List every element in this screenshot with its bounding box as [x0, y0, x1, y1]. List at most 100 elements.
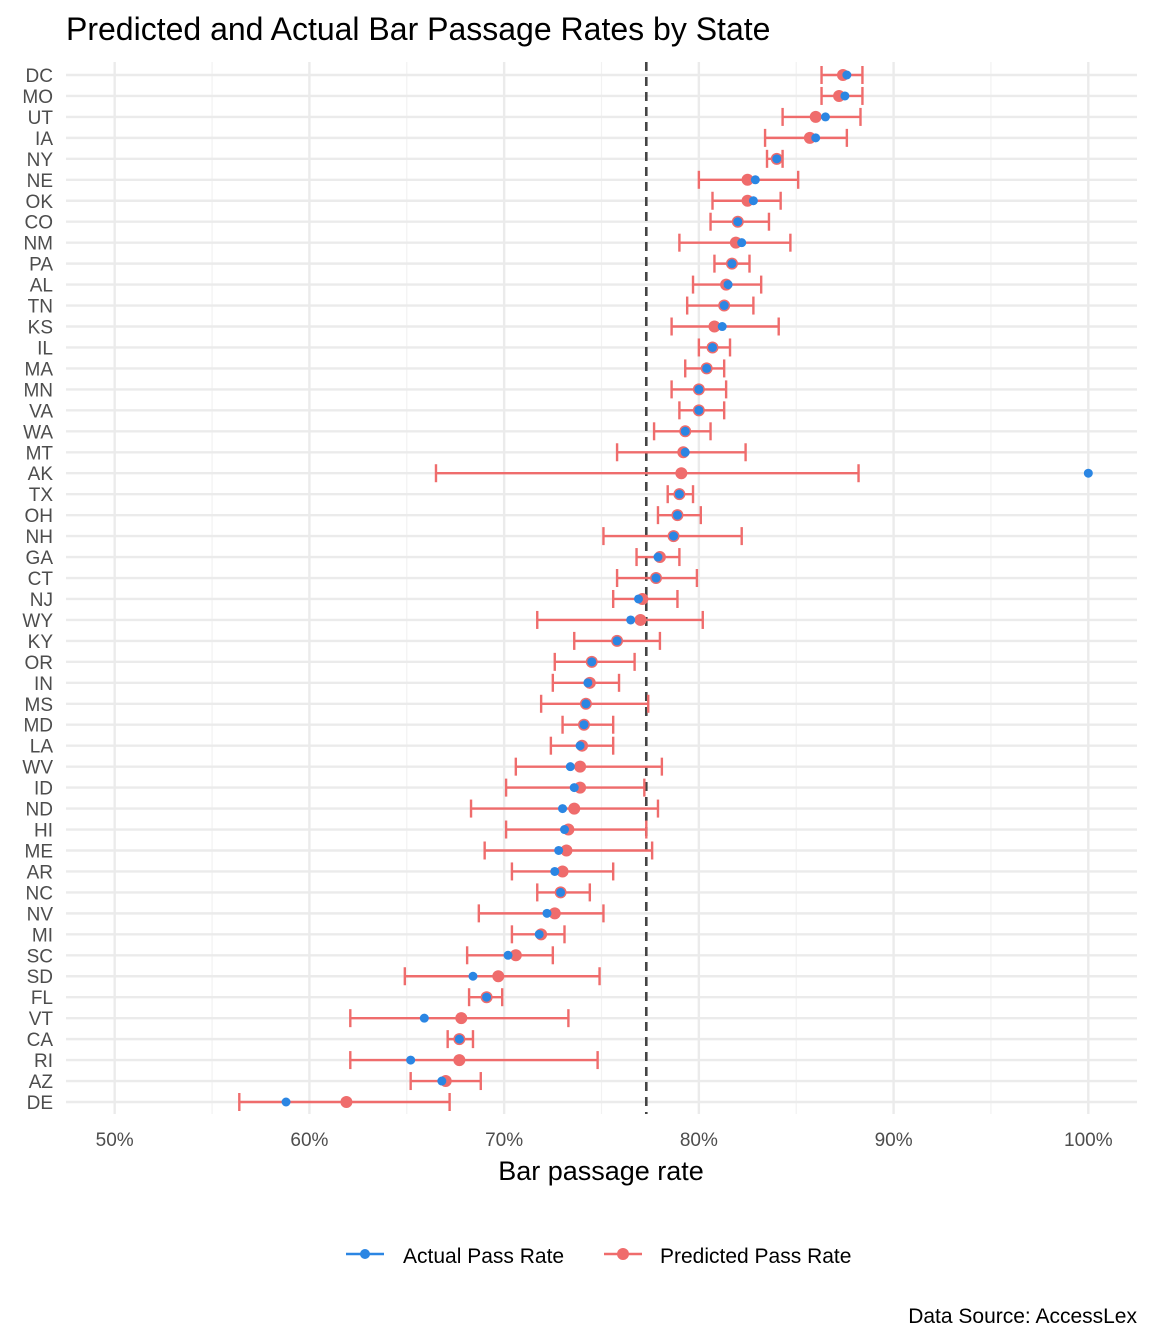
x-tick-label: 90%	[875, 1130, 913, 1151]
predicted-point	[560, 844, 573, 857]
state-label: AK	[28, 464, 54, 485]
state-label: RI	[34, 1051, 53, 1072]
state-label: NH	[26, 527, 53, 548]
predicted-point	[809, 110, 822, 123]
predicted-point	[568, 802, 581, 815]
state-label: UT	[28, 108, 54, 129]
actual-point	[503, 950, 513, 960]
predicted-point	[455, 1012, 468, 1025]
actual-point	[750, 175, 760, 185]
major-gridlines	[113, 62, 1090, 1114]
actual-point	[550, 866, 560, 876]
predicted-points	[340, 69, 849, 1108]
state-label: GA	[26, 548, 54, 569]
state-label: WV	[22, 758, 53, 779]
actual-point	[811, 133, 821, 143]
predicted-point	[453, 1054, 466, 1067]
x-tick-label: 60%	[290, 1130, 328, 1151]
actual-point	[482, 992, 492, 1002]
predicted-point	[509, 949, 522, 962]
state-label: MN	[23, 380, 53, 401]
state-label: NC	[26, 883, 53, 904]
actual-point	[680, 426, 690, 436]
actual-point	[1083, 468, 1093, 478]
state-label: AZ	[29, 1072, 54, 1093]
actual-point	[560, 825, 570, 835]
state-label: OH	[25, 506, 54, 527]
state-label: CA	[27, 1030, 54, 1051]
actual-point	[542, 908, 552, 918]
actual-point	[842, 70, 852, 80]
legend-predicted-label: Predicted Pass Rate	[660, 1245, 851, 1268]
actual-point	[669, 531, 679, 541]
x-axis-label: Bar passage rate	[498, 1156, 704, 1186]
state-label: DE	[27, 1093, 53, 1114]
actual-point	[556, 887, 566, 897]
actual-point	[612, 636, 622, 646]
actual-point	[694, 405, 704, 415]
state-label: OK	[26, 192, 54, 213]
actual-point	[723, 280, 733, 290]
actual-point	[737, 238, 747, 248]
actual-point	[626, 615, 636, 625]
state-label: NY	[27, 150, 54, 171]
state-label: TN	[28, 297, 53, 318]
actual-point	[840, 91, 850, 101]
state-label: ID	[34, 779, 53, 800]
chart-title: Predicted and Actual Bar Passage Rates b…	[66, 11, 770, 47]
actual-point	[702, 363, 712, 373]
actual-point	[672, 510, 682, 520]
actual-point	[406, 1055, 416, 1065]
actual-point	[719, 301, 729, 311]
state-label: LA	[30, 737, 54, 758]
legend-actual-dot	[360, 1249, 370, 1259]
actual-point	[820, 112, 830, 122]
actual-point	[680, 447, 690, 457]
actual-point	[558, 804, 568, 814]
predicted-point	[634, 613, 647, 626]
actual-point	[454, 1034, 464, 1044]
predicted-point	[708, 320, 721, 333]
state-label: TX	[29, 485, 54, 506]
state-label: MT	[26, 443, 54, 464]
state-label: VA	[29, 401, 53, 422]
actual-point	[575, 741, 585, 751]
actual-point	[281, 1097, 291, 1107]
actual-point	[694, 384, 704, 394]
state-label: OR	[25, 653, 54, 674]
state-label: IL	[37, 338, 53, 359]
actual-point	[733, 217, 743, 227]
actual-point	[653, 552, 663, 562]
caption: Data Source: AccessLex	[908, 1305, 1137, 1328]
state-label: ME	[25, 841, 54, 862]
state-label: KY	[28, 632, 54, 653]
predicted-point	[574, 760, 587, 773]
actual-point	[565, 762, 575, 772]
actual-point	[579, 720, 589, 730]
actual-point	[717, 322, 727, 332]
legend: Actual Pass Rate Predicted Pass Rate	[346, 1245, 851, 1268]
state-label: MS	[25, 695, 54, 716]
actual-point	[581, 699, 591, 709]
predicted-point	[492, 970, 505, 983]
state-label: PA	[29, 255, 53, 276]
x-tick-label: 70%	[485, 1130, 523, 1151]
actual-point	[534, 929, 544, 939]
actual-point	[569, 783, 579, 793]
actual-point	[633, 594, 643, 604]
legend-actual-label: Actual Pass Rate	[403, 1245, 564, 1268]
state-label: IA	[35, 129, 53, 150]
predicted-point	[741, 173, 754, 186]
state-label: MD	[23, 716, 53, 737]
actual-point	[727, 259, 737, 269]
actual-point	[674, 489, 684, 499]
predicted-point	[548, 907, 561, 920]
predicted-point	[340, 1096, 353, 1108]
state-label: NE	[27, 171, 53, 192]
state-label: WY	[22, 611, 53, 632]
x-tick-label: 50%	[96, 1130, 134, 1151]
state-label: DC	[26, 66, 53, 87]
actual-point	[437, 1076, 447, 1086]
actual-points	[281, 70, 1093, 1107]
